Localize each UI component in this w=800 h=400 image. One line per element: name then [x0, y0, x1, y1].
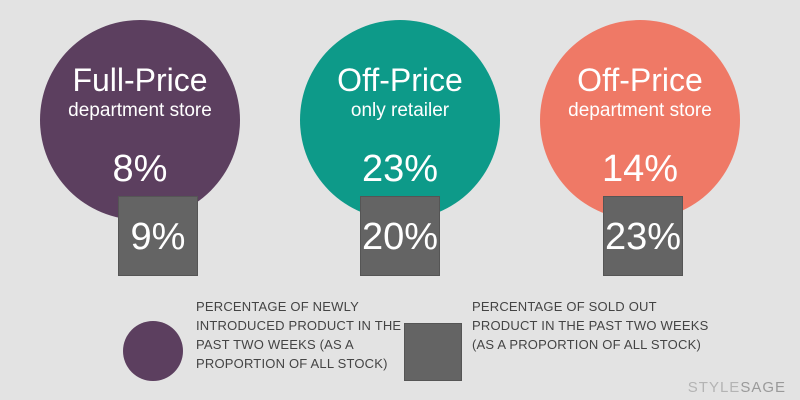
category-name: Off-Price [577, 62, 703, 98]
category-name: Full-Price [72, 62, 208, 98]
brand-part2: SAGE [740, 379, 786, 396]
circle-off-price-department-store: Off-Price department store 14% [540, 20, 740, 220]
category-subtitle: only retailer [350, 100, 450, 121]
legend-circle-label: PERCENTAGE OF NEWLY INTRODUCED PRODUCT I… [196, 299, 402, 371]
sold-out-box: 9% [118, 196, 198, 276]
sold-out-box: 23% [603, 196, 683, 276]
category-subtitle: department store [568, 100, 712, 121]
category-subtitle: department store [68, 100, 212, 121]
circle-off-price-only-retailer: Off-Price only retailer 23% [300, 20, 500, 220]
legend-box-swatch [404, 323, 462, 381]
legend-box-label: PERCENTAGE OF SOLD OUT PRODUCT IN THE PA… [472, 299, 709, 352]
newly-introduced-value: 14% [601, 148, 679, 190]
sold-out-box: 20% [360, 196, 440, 276]
newly-introduced-value: 23% [361, 148, 439, 190]
brand-logo: STYLESAGE [688, 379, 786, 396]
brand-part1: STYLE [687, 379, 741, 396]
legend-circle-swatch [123, 321, 183, 381]
category-name: Off-Price [337, 62, 463, 98]
newly-introduced-value: 8% [112, 148, 168, 190]
circle-full-price-department-store: Full-Price department store 8% [40, 20, 240, 220]
